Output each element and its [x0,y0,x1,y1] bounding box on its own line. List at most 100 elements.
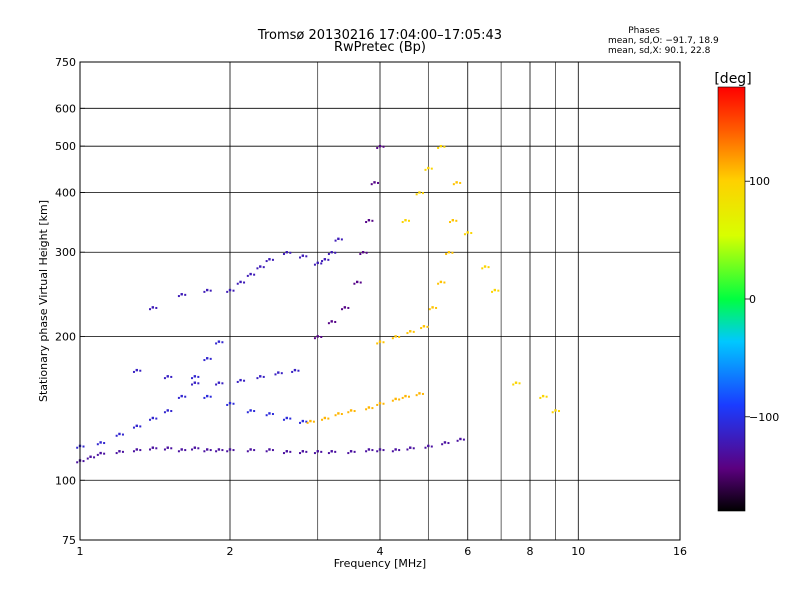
data-point [355,280,359,284]
data-point [407,219,410,222]
data-point [449,221,452,224]
data-point [382,449,385,452]
data-point [313,452,316,455]
data-point [373,181,376,184]
data-point [327,452,330,455]
data-point [443,441,447,444]
data-point [180,394,183,398]
data-point [323,258,327,261]
data-point [166,375,169,378]
y-axis-label: Stationary phase Virtual Height [km] [37,200,50,402]
data-point [228,288,232,292]
data-point [334,239,337,242]
data-point [409,330,412,333]
data-point [406,448,409,451]
data-point [334,320,337,323]
data-point [221,449,224,452]
data-point [253,273,256,276]
data-point [420,327,423,330]
data-point [265,450,268,453]
data-point [424,168,427,171]
data-point [299,421,302,424]
data-point [371,219,374,222]
data-point [443,281,446,284]
data-point [463,233,466,236]
data-point [487,266,490,269]
data-point [262,375,265,378]
data-point [215,342,218,345]
colorbar-tick-label: 0 [749,293,756,306]
data-point [462,438,465,441]
data-point [132,450,135,453]
data-point [228,401,232,405]
data-point [236,380,239,383]
data-point [93,456,96,459]
chart-subtitle: RwPretec (Bp) [334,40,426,55]
data-point [132,370,135,373]
data-point [407,395,410,398]
data-point [265,414,268,417]
data-point [256,267,259,270]
data-point [301,254,305,257]
data-point [243,379,246,382]
data-point [285,251,288,254]
data-point [262,266,265,269]
data-point [404,219,407,222]
data-point [365,450,368,453]
data-point [246,411,249,414]
x-tick-label: 8 [527,545,534,558]
data-point [415,394,418,397]
data-point [376,450,379,453]
x-tick-label: 6 [464,545,471,558]
data-point [391,399,394,402]
data-point [398,449,401,452]
data-point [382,402,385,405]
data-point [415,193,418,196]
data-point [215,383,218,386]
data-point [203,290,206,293]
data-point [226,290,229,293]
data-point [177,295,180,298]
colorbar-tick-label: 100 [749,175,770,188]
data-point [378,144,382,148]
data-point [497,289,500,292]
data-point [205,288,209,292]
data-point [334,450,337,453]
data-point [466,231,469,234]
data-point [155,447,158,450]
data-point [228,448,232,451]
data-point [514,381,518,384]
data-point [306,421,309,424]
data-point [193,375,197,378]
data-point [277,371,280,374]
colorbar-tick-label: −100 [749,411,779,424]
data-point [209,449,212,452]
data-point [334,414,337,417]
data-point [249,409,252,412]
data-point [323,416,327,420]
stats-line-x: mean, sd,X: 90.1, 22.8 [608,46,711,56]
data-point [330,320,333,323]
data-point [166,446,169,449]
y-tick-label: 400 [55,186,76,199]
data-point [232,449,235,452]
data-point [349,409,353,412]
data-point [226,403,229,406]
data-point [99,451,102,455]
data-point [115,452,118,455]
data-point [367,406,371,409]
data-point [437,146,440,149]
data-point [316,335,319,338]
data-point [539,396,542,399]
data-point [151,306,155,309]
data-point [376,403,379,406]
data-point [226,450,229,453]
data-point [285,450,288,453]
data-point [96,443,99,446]
data-point [554,409,557,412]
data-point [439,144,443,148]
data-point [197,447,200,450]
y-tick-label: 100 [55,474,76,487]
data-point [353,282,356,285]
